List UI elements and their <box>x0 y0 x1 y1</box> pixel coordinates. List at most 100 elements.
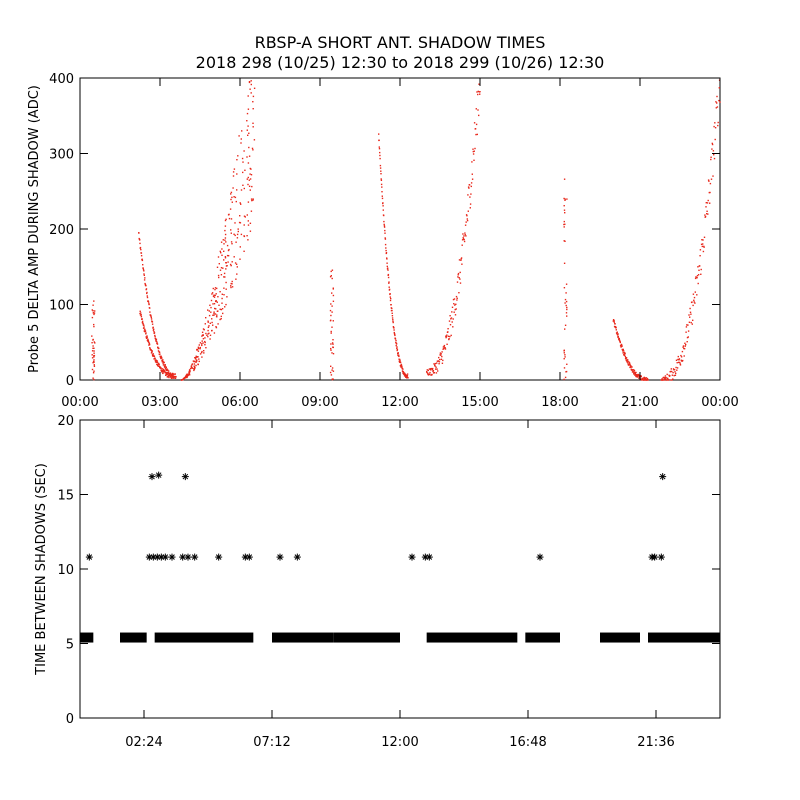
data-point <box>565 371 567 373</box>
data-point <box>235 263 238 265</box>
data-point <box>230 285 232 287</box>
data-point <box>161 370 164 373</box>
data-point <box>681 350 684 353</box>
data-point <box>394 333 396 336</box>
data-point <box>199 346 201 349</box>
data-point <box>139 246 142 249</box>
data-point <box>220 274 223 276</box>
data-point <box>147 341 150 343</box>
data-point <box>425 553 433 561</box>
data-point <box>93 352 95 354</box>
data-point <box>399 360 401 362</box>
data-point <box>229 263 232 266</box>
data-point <box>160 367 162 369</box>
data-point <box>564 212 566 214</box>
data-point <box>460 259 462 261</box>
data-point <box>222 239 224 241</box>
data-point <box>243 250 245 252</box>
data-point <box>199 342 202 344</box>
data-point <box>431 373 433 376</box>
data-point <box>211 330 213 332</box>
data-point <box>332 353 335 355</box>
data-point <box>145 336 147 338</box>
data-point <box>717 121 719 124</box>
data-point <box>210 299 213 302</box>
data-point <box>242 171 244 174</box>
data-point <box>432 367 434 370</box>
data-point <box>384 237 386 239</box>
data-point <box>195 364 197 367</box>
data-point <box>452 326 454 328</box>
data-point <box>676 362 678 364</box>
data-point <box>213 314 215 316</box>
data-point <box>700 243 703 245</box>
data-point <box>329 276 332 278</box>
data-point <box>711 143 714 146</box>
data-point <box>241 157 244 160</box>
data-point <box>149 347 151 349</box>
data-point <box>407 377 409 379</box>
data-point <box>624 353 626 355</box>
data-point <box>224 229 226 232</box>
data-point <box>240 142 242 144</box>
data-point <box>467 194 469 196</box>
data-point <box>625 357 628 359</box>
data-point <box>472 150 474 153</box>
data-point <box>461 263 463 265</box>
panel-time-between-shadows: 0 5 10 15 20 02:24 07:12 12:00 16:48 21:36 TIME BE… <box>34 414 721 750</box>
data-point <box>617 333 619 335</box>
data-point <box>217 310 219 312</box>
data-point <box>694 302 696 304</box>
data-point <box>454 308 456 311</box>
data-point <box>149 311 151 313</box>
data-point <box>331 311 333 313</box>
baseline-band <box>80 632 94 643</box>
data-point <box>672 368 675 370</box>
data-point <box>450 317 453 319</box>
data-point <box>453 303 455 305</box>
data-point <box>244 169 246 171</box>
data-points <box>80 471 720 643</box>
data-point <box>389 299 392 302</box>
data-point <box>563 197 565 200</box>
data-point <box>201 331 204 333</box>
data-point <box>222 312 224 315</box>
data-point <box>685 326 688 328</box>
data-point <box>458 259 461 261</box>
data-point <box>380 179 383 181</box>
data-point <box>449 324 452 326</box>
data-point <box>392 326 395 328</box>
data-point <box>212 287 214 290</box>
data-point <box>228 213 230 216</box>
data-point <box>221 308 224 310</box>
data-point <box>236 189 238 191</box>
data-point <box>250 80 252 82</box>
data-point <box>400 364 403 366</box>
data-point <box>93 341 95 343</box>
data-point <box>225 288 227 290</box>
data-point <box>393 327 395 329</box>
data-point <box>226 296 228 298</box>
data-point <box>386 257 388 259</box>
data-point <box>565 304 567 307</box>
data-point <box>651 553 659 561</box>
data-point <box>93 313 95 316</box>
data-point <box>165 368 167 370</box>
data-point <box>329 309 332 312</box>
data-point <box>232 175 235 177</box>
data-point <box>397 352 399 354</box>
data-point <box>245 553 253 561</box>
data-point <box>203 350 205 352</box>
data-point <box>385 249 387 252</box>
data-point <box>252 199 254 201</box>
data-point <box>140 316 143 318</box>
data-point <box>631 366 633 368</box>
data-point <box>201 350 203 353</box>
data-point <box>709 191 711 194</box>
data-point <box>153 332 156 334</box>
data-point <box>252 122 254 124</box>
data-point <box>230 286 232 289</box>
data-point <box>93 370 95 372</box>
data-point <box>186 375 188 377</box>
data-point <box>470 185 472 188</box>
